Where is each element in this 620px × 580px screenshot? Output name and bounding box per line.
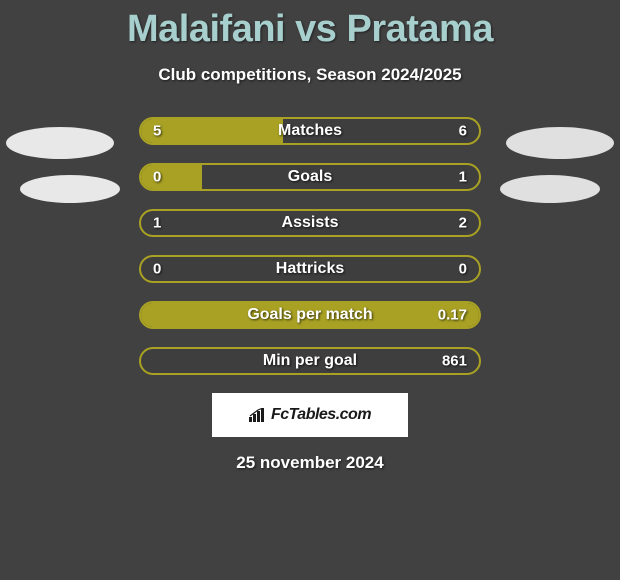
bar-label: Assists [282, 214, 339, 232]
bar-value-left: 0 [153, 169, 161, 186]
bar-goals-per-match: Goals per match 0.17 [139, 301, 481, 329]
bar-label: Matches [278, 122, 342, 140]
bar-label: Hattricks [276, 260, 344, 278]
bar-matches: 5 Matches 6 [139, 117, 481, 145]
player-left-ellipse-1 [6, 127, 114, 159]
date-text: 25 november 2024 [0, 453, 620, 473]
bar-value-right: 861 [442, 353, 467, 370]
stats-area: 5 Matches 6 0 Goals 1 1 Assists 2 0 Hatt… [0, 117, 620, 375]
player-left-ellipse-2 [20, 175, 120, 203]
bar-value-left: 1 [153, 215, 161, 232]
bar-value-right: 0.17 [438, 307, 467, 324]
bar-value-left: 5 [153, 123, 161, 140]
player-right-ellipse-2 [500, 175, 600, 203]
bar-min-per-goal: Min per goal 861 [139, 347, 481, 375]
bar-label: Min per goal [263, 352, 357, 370]
bar-value-right: 0 [459, 261, 467, 278]
bar-goals: 0 Goals 1 [139, 163, 481, 191]
bar-value-right: 1 [459, 169, 467, 186]
bar-value-left: 0 [153, 261, 161, 278]
page-title: Malaifani vs Pratama [0, 0, 620, 51]
brand-box: FcTables.com [212, 393, 408, 437]
bar-assists: 1 Assists 2 [139, 209, 481, 237]
bar-hattricks: 0 Hattricks 0 [139, 255, 481, 283]
bar-label: Goals [288, 168, 332, 186]
bar-value-right: 6 [459, 123, 467, 140]
bar-label: Goals per match [247, 306, 372, 324]
bar-fill [141, 119, 283, 143]
bar-fill [141, 165, 202, 189]
bar-value-right: 2 [459, 215, 467, 232]
player-right-ellipse-1 [506, 127, 614, 159]
chart-icon [249, 408, 267, 422]
bars-container: 5 Matches 6 0 Goals 1 1 Assists 2 0 Hatt… [139, 117, 481, 375]
brand-text: FcTables.com [271, 406, 371, 424]
page-subtitle: Club competitions, Season 2024/2025 [0, 65, 620, 85]
